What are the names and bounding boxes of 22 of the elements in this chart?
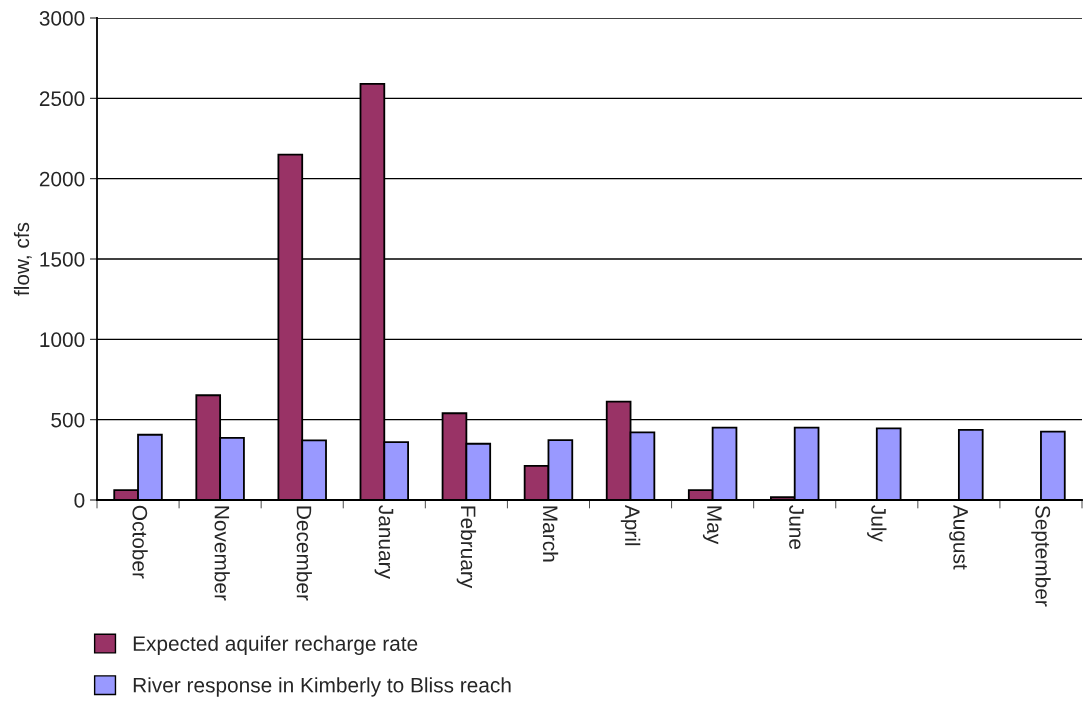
y-axis-title: flow, cfs [13,222,32,296]
y-tick-label: 2000 [39,171,85,187]
y-tick-label: 500 [51,412,85,428]
x-tick-label: December [296,506,312,601]
x-tick-label: November [214,506,230,601]
x-tick-label: September [1031,505,1051,607]
x-tick-label: March [542,506,559,562]
y-tick-label: 0 [74,493,85,508]
x-tick-label: August [949,504,968,570]
x-tick-label: October [132,505,148,579]
y-tick-label: 3000 [39,11,85,26]
y-tick-label: 2500 [39,91,85,107]
legend-label: Expected aquifer recharge rate [133,635,418,656]
y-tick-label: 1500 [40,252,85,267]
x-tick-label: May [702,506,722,545]
x-tick-label: June [789,505,804,550]
y-tick-label: 1000 [40,332,85,348]
x-tick-label: February [456,506,477,589]
legend-label: River response in Kimberly to Bliss reach [133,677,511,697]
x-tick-label: January [374,505,394,579]
x-tick-label: July [867,505,887,542]
x-tick-label: April [620,504,641,546]
